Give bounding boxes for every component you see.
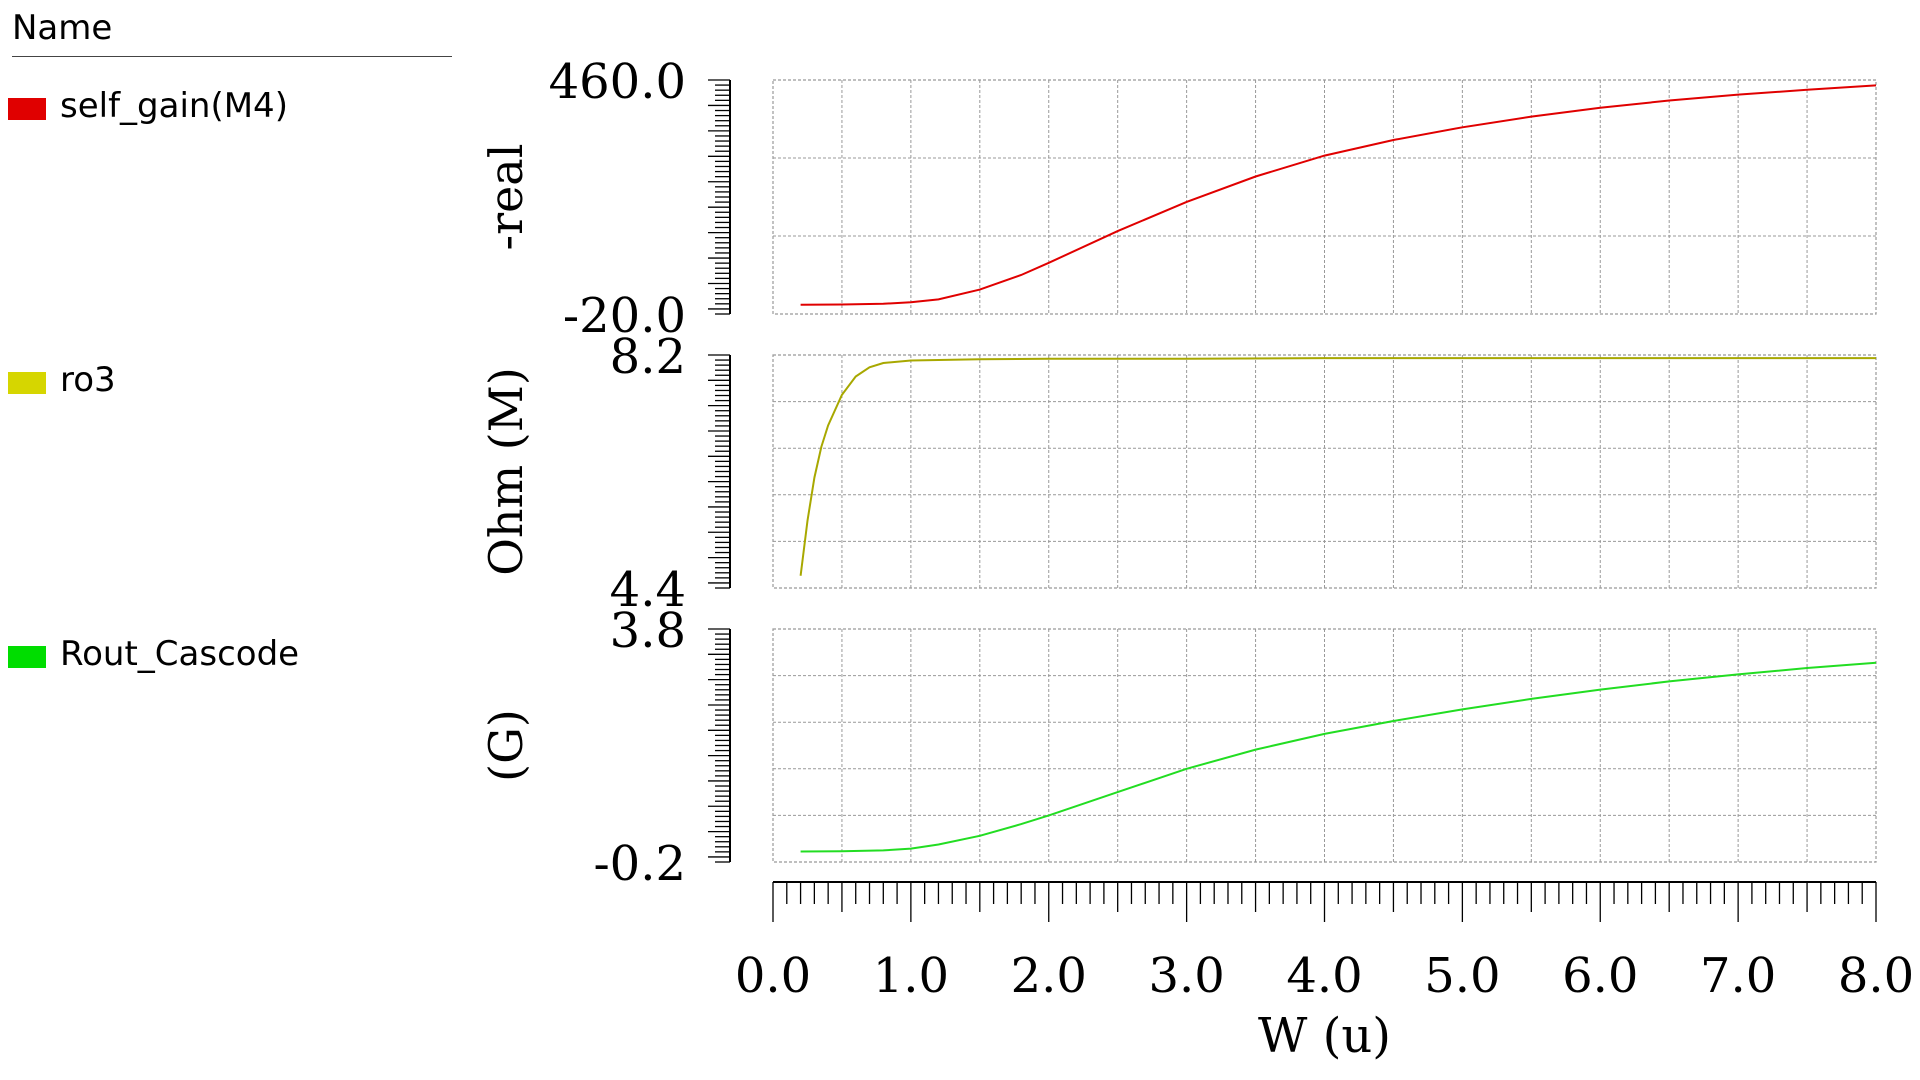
- x-axis: 0.0 1.0 2.0 3.0 4.0 5.0 6.0 7.0 8.0 W (u): [735, 881, 1914, 1064]
- series-line-self-gain: [800, 84, 1877, 306]
- legend-label-ro3: ro3: [60, 360, 116, 400]
- y-min-label: -0.2: [593, 836, 686, 892]
- legend-label-self-gain: self_gain(M4): [60, 86, 288, 126]
- y-max-label: 8.2: [610, 329, 686, 385]
- y-max-label: 3.8: [610, 603, 686, 659]
- x-axis-label: W (u): [1258, 1008, 1391, 1064]
- x-tick-label: 7.0: [1700, 948, 1776, 1004]
- legend-swatch-ro3: [8, 372, 46, 394]
- x-tick-label: 4.0: [1286, 948, 1362, 1004]
- y-max-label: 460.0: [549, 54, 686, 110]
- panel-rout-cascode: 3.8 -0.2 (G): [479, 603, 1877, 892]
- panel-ro3: 8.2 4.4 Ohm (M): [479, 329, 1877, 618]
- y-axis-label: (G): [479, 709, 533, 782]
- legend-header: Name: [12, 8, 113, 48]
- y-min-label: -20.0: [563, 288, 686, 344]
- legend-swatch-self-gain: [8, 98, 46, 120]
- legend-panel: Name self_gain(M4) ro3 Rout_Cascode: [0, 0, 460, 1080]
- x-tick-label: 8.0: [1838, 948, 1914, 1004]
- legend-swatch-rout-cascode: [8, 646, 46, 668]
- y-min-label: 4.4: [610, 562, 686, 618]
- x-tick-label: 3.0: [1148, 948, 1224, 1004]
- x-tick-label: 5.0: [1424, 948, 1500, 1004]
- x-tick-label: 2.0: [1011, 948, 1087, 1004]
- legend-label-rout-cascode: Rout_Cascode: [60, 634, 300, 674]
- series-line-ro3: [799, 357, 1876, 576]
- y-axis-label: Ohm (M): [479, 367, 533, 576]
- x-tick-label: 1.0: [873, 948, 949, 1004]
- y-axis-label: -real: [479, 144, 533, 251]
- series-line-rout-cascode: [800, 661, 1877, 853]
- panel-self-gain-m4: 460.0 -20.0 -real: [479, 54, 1877, 344]
- x-tick-label: 0.0: [735, 948, 811, 1004]
- legend-divider: [12, 56, 452, 57]
- x-tick-label: 6.0: [1562, 948, 1638, 1004]
